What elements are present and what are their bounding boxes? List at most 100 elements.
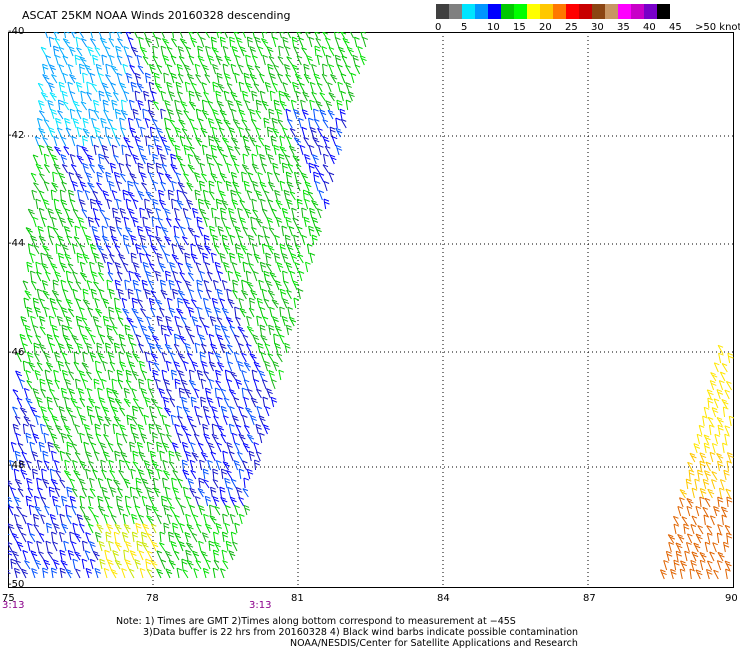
wind-barb (242, 261, 249, 273)
wind-barb (141, 279, 148, 291)
wind-barb (705, 461, 712, 472)
wind-barb (162, 442, 170, 453)
wind-barb (199, 270, 206, 282)
wind-barb (148, 342, 156, 354)
wind-barb (74, 451, 81, 462)
wind-barb (173, 361, 181, 372)
wind-barb (225, 351, 232, 363)
wind-barb (706, 389, 714, 400)
wind-barb (241, 119, 248, 129)
wind-barb (282, 36, 289, 48)
wind-barb (691, 487, 698, 499)
wind-barb (138, 360, 146, 372)
wind-barb (213, 136, 221, 147)
wind-barb (72, 100, 80, 111)
wind-barb (281, 225, 288, 237)
wind-barb (145, 135, 151, 147)
wind-barb (273, 333, 279, 345)
wind-barb (711, 471, 718, 481)
wind-barb (154, 82, 162, 93)
wind-barb (195, 74, 202, 84)
wind-barb (38, 441, 45, 453)
wind-barb (159, 279, 167, 291)
wind-barb (176, 567, 183, 579)
wind-barb (76, 406, 82, 417)
wind-barb (105, 531, 112, 543)
wind-barb (182, 469, 190, 480)
wind-barb (282, 127, 288, 138)
wind-barb (259, 181, 267, 192)
wind-barb (287, 163, 294, 174)
legend-color-bar (436, 4, 670, 19)
wind-barb (235, 487, 243, 498)
wind-barb (108, 306, 115, 318)
wind-barb (272, 162, 279, 174)
wind-barb (212, 279, 219, 291)
wind-barb (340, 90, 346, 102)
wind-barb (152, 432, 159, 444)
wind-barb (133, 32, 138, 39)
wind-barb (689, 452, 697, 463)
wind-barb (186, 352, 193, 363)
wind-barb (185, 433, 192, 444)
wind-barb (241, 289, 249, 300)
wind-barb (223, 90, 230, 102)
wind-barb (132, 398, 140, 408)
wind-barb (134, 72, 142, 84)
wind-barb (33, 342, 40, 354)
wind-barb (722, 406, 729, 418)
wind-barb (246, 190, 253, 201)
wind-barb (286, 181, 294, 192)
wind-barb (85, 468, 91, 480)
wind-barb (174, 378, 181, 390)
wind-barb (116, 32, 123, 39)
wind-barb (160, 136, 168, 147)
wind-barb (138, 36, 144, 48)
wind-barb (99, 37, 107, 48)
wind-barb (260, 334, 268, 345)
wind-barb (94, 405, 101, 417)
wind-barb (164, 100, 171, 111)
wind-barb (207, 271, 213, 282)
wind-barb (164, 117, 170, 129)
wind-barb (131, 388, 137, 399)
wind-barb (203, 91, 209, 102)
wind-barb (65, 568, 73, 579)
wind-barb (227, 298, 235, 309)
wind-barb (258, 136, 265, 147)
wind-barb (150, 523, 157, 534)
wind-barb (65, 316, 72, 327)
wind-barb (340, 32, 347, 39)
wind-barb (249, 136, 257, 147)
wind-barb (675, 542, 683, 553)
wind-barb (212, 468, 219, 480)
wind-barb (66, 235, 73, 246)
wind-barb (183, 144, 190, 156)
wind-barb (92, 550, 100, 561)
wind-barb (16, 541, 24, 552)
wind-barb (113, 342, 121, 354)
wind-barb (152, 153, 159, 165)
wind-barb (262, 225, 268, 237)
wind-barb (79, 261, 86, 273)
wind-barb (55, 469, 62, 480)
wind-barb (202, 189, 209, 201)
wind-barb (219, 568, 226, 579)
wind-barb (108, 54, 115, 66)
wind-barb (229, 406, 235, 417)
wind-barb (703, 434, 711, 445)
wind-barb (206, 289, 212, 300)
wind-barb (200, 550, 208, 561)
wind-barb (166, 64, 173, 75)
wind-barb (71, 488, 78, 498)
wind-barb (226, 145, 234, 156)
wind-barb (136, 540, 143, 552)
wind-barb (179, 163, 186, 174)
wind-barb (334, 54, 342, 66)
wind-barb (42, 73, 50, 84)
legend-label: 25 (565, 22, 578, 33)
lat-label-46: -46 (8, 347, 25, 358)
wind-barb (124, 279, 131, 291)
wind-barb (184, 342, 192, 354)
wind-barb (294, 73, 302, 84)
